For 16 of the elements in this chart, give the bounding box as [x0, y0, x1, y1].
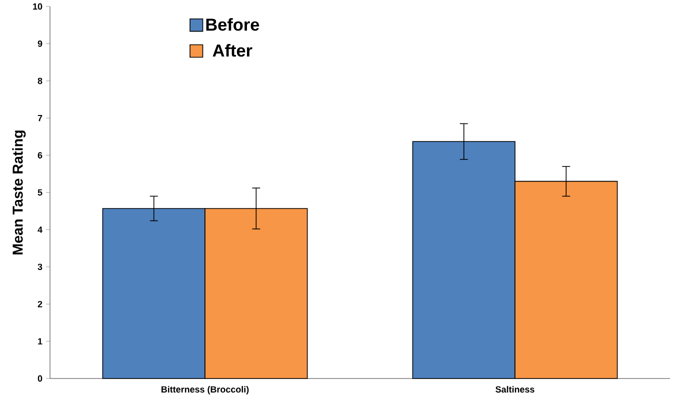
y-tick-label: 9 [38, 40, 42, 47]
y-tick-label: 4 [38, 226, 42, 233]
y-axis-title: Mean Taste Rating [12, 130, 26, 254]
y-tick-label: 5 [38, 189, 42, 196]
y-tick-label: 1 [38, 338, 42, 344]
legend-label: After [212, 44, 252, 56]
x-tick-label: Saltiness [496, 386, 534, 392]
y-tick-label: 8 [38, 77, 42, 84]
y-tick-label: 10 [33, 3, 42, 10]
y-tick-label: 7 [38, 114, 42, 121]
y-tick-label: 6 [38, 152, 42, 158]
y-tick-label: 2 [38, 300, 42, 307]
y-tick-label: 0 [38, 375, 42, 382]
y-tick-label: 3 [38, 263, 42, 270]
x-tick-label: Bitterness (Broccoli) [162, 386, 249, 394]
legend-label: Before [206, 18, 260, 31]
